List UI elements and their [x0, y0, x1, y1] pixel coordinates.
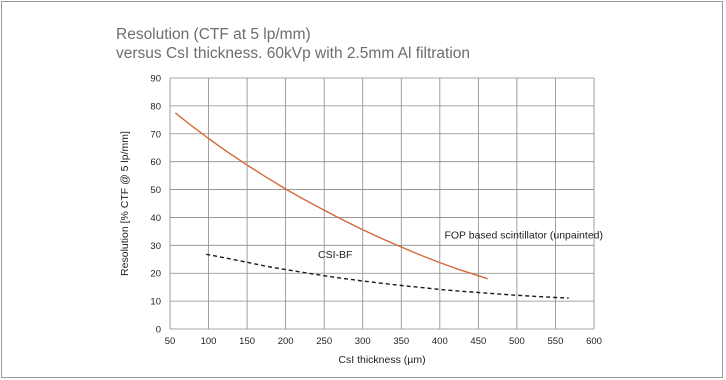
y-tick-label: 60 — [150, 157, 161, 168]
series-annotation-0: FOP based scintillator (unpainted) — [444, 229, 603, 241]
x-tick-label: 450 — [470, 336, 486, 347]
x-tick-label: 50 — [165, 336, 176, 347]
x-tick-label: 400 — [432, 336, 448, 347]
series-layer — [174, 112, 569, 299]
x-tick-label: 100 — [201, 336, 217, 347]
x-tick-label: 250 — [316, 336, 332, 347]
y-tick-label: 50 — [150, 185, 161, 196]
x-tick-label: 300 — [355, 336, 371, 347]
y-tick-label: 30 — [150, 241, 161, 252]
x-tick-label: 200 — [278, 336, 294, 347]
y-tick-label: 20 — [150, 269, 161, 280]
y-axis-label: Resolution [% CTF @ 5 lp/mm] — [119, 131, 131, 276]
x-tick-label: 600 — [586, 336, 602, 347]
x-axis-label: CsI thickness (µm) — [338, 354, 425, 366]
y-tick-label: 90 — [150, 74, 161, 85]
x-tick-label: 550 — [548, 336, 564, 347]
y-tick-label: 0 — [156, 325, 161, 336]
tick-labels: 50 100 150 200 250 300 350 400 450 500 550 600 0 10 20… — [150, 74, 602, 348]
grid — [169, 77, 595, 330]
x-tick-label: 500 — [509, 336, 525, 347]
y-tick-label: 10 — [150, 297, 161, 308]
x-tick-label: 350 — [393, 336, 409, 347]
x-tick-label: 150 — [239, 336, 255, 347]
annotation-layer: FOP based scintillator (unpainted) CSI-BF — [318, 229, 603, 261]
y-tick-label: 40 — [150, 213, 161, 224]
y-tick-label: 70 — [150, 129, 161, 140]
chart-title: Resolution (CTF at 5 lp/mm) — [116, 26, 311, 43]
y-tick-label: 80 — [150, 101, 161, 112]
series-line-0 — [174, 112, 488, 280]
series-annotation-1: CSI-BF — [318, 249, 352, 261]
chart-subtitle: versus CsI thickness. 60kVp with 2.5mm A… — [116, 45, 471, 62]
series-line-1 — [206, 253, 569, 299]
